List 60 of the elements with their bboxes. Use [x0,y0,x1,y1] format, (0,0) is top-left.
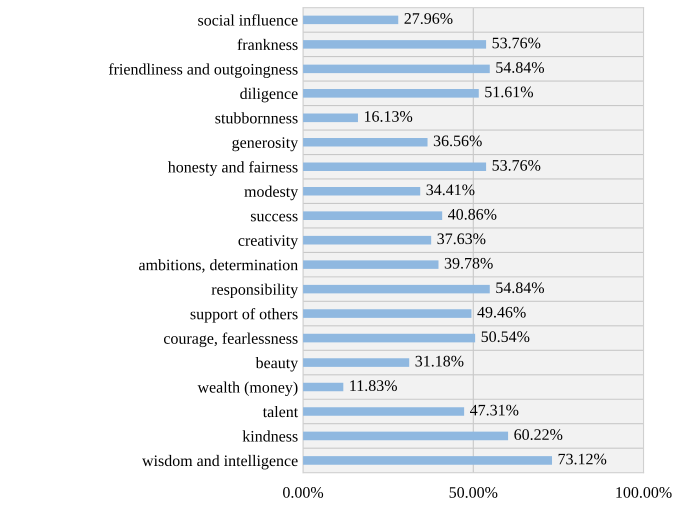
data-label: 49.46% [477,306,526,318]
bar [303,407,464,416]
data-label: 34.41% [426,184,474,196]
bar [303,186,420,196]
y-tick-label: social influence [198,14,298,26]
y-tick-label: courage, fearlessness [164,332,298,348]
bar [303,382,344,392]
y-tick-label: beauty [256,357,298,372]
y-tick-label: stubbornness [215,112,298,124]
y-tick-label: kindness [242,430,298,442]
bar [303,260,438,269]
x-tick-label: 100.00% [616,487,672,498]
bar [303,89,479,98]
x-tick-label: 0.00% [283,487,324,498]
y-tick-label: honesty and fairness [168,161,298,176]
data-label: 53.76% [492,160,540,171]
y-tick-label: ambitions, determination [139,259,298,273]
bar [303,162,486,172]
data-label: 39.78% [444,258,493,269]
data-label: 51.61% [485,86,534,98]
y-tick-label: success [250,214,298,222]
bar [303,211,442,220]
y-tick-label: generosity [232,137,298,152]
data-label: 47.31% [470,404,518,416]
bar [303,456,552,465]
y-tick-label: support of others [190,308,298,323]
data-label: 16.13% [364,111,412,122]
data-label: 60.22% [514,429,562,440]
bar [303,236,432,244]
bar [303,309,472,318]
y-tick-label: wisdom and intelligence [142,454,298,470]
data-label: 11.83% [350,380,397,392]
bar [303,358,410,367]
bar [303,16,398,24]
bar [303,138,428,147]
y-tick-label: talent [262,406,298,418]
bar [303,432,508,440]
y-tick-label: friendliness and outgoingness [108,63,298,78]
data-label: 53.76% [492,38,540,48]
y-tick-label: modesty [244,186,298,200]
bar [303,114,358,122]
data-label: 37.63% [437,233,486,244]
data-label: 50.54% [482,331,530,342]
y-tick-label: diligence [240,88,298,102]
bar [303,334,476,342]
y-tick-label: responsibility [212,284,298,298]
data-label: 27.96% [404,13,452,24]
data-label: 73.12% [558,454,606,465]
data-label: 54.84% [496,62,544,73]
data-label: 54.84% [496,282,544,294]
y-tick-label: frankness [237,38,298,50]
x-tick-label: 50.00% [450,487,498,498]
data-label: 36.56% [434,135,482,146]
bar [303,64,490,74]
bar [303,284,490,294]
bar [303,40,486,49]
y-tick-label: wealth (money) [198,381,298,396]
data-label: 31.18% [416,356,464,367]
data-label: 40.86% [448,208,496,220]
y-tick-label: creativity [238,235,298,250]
